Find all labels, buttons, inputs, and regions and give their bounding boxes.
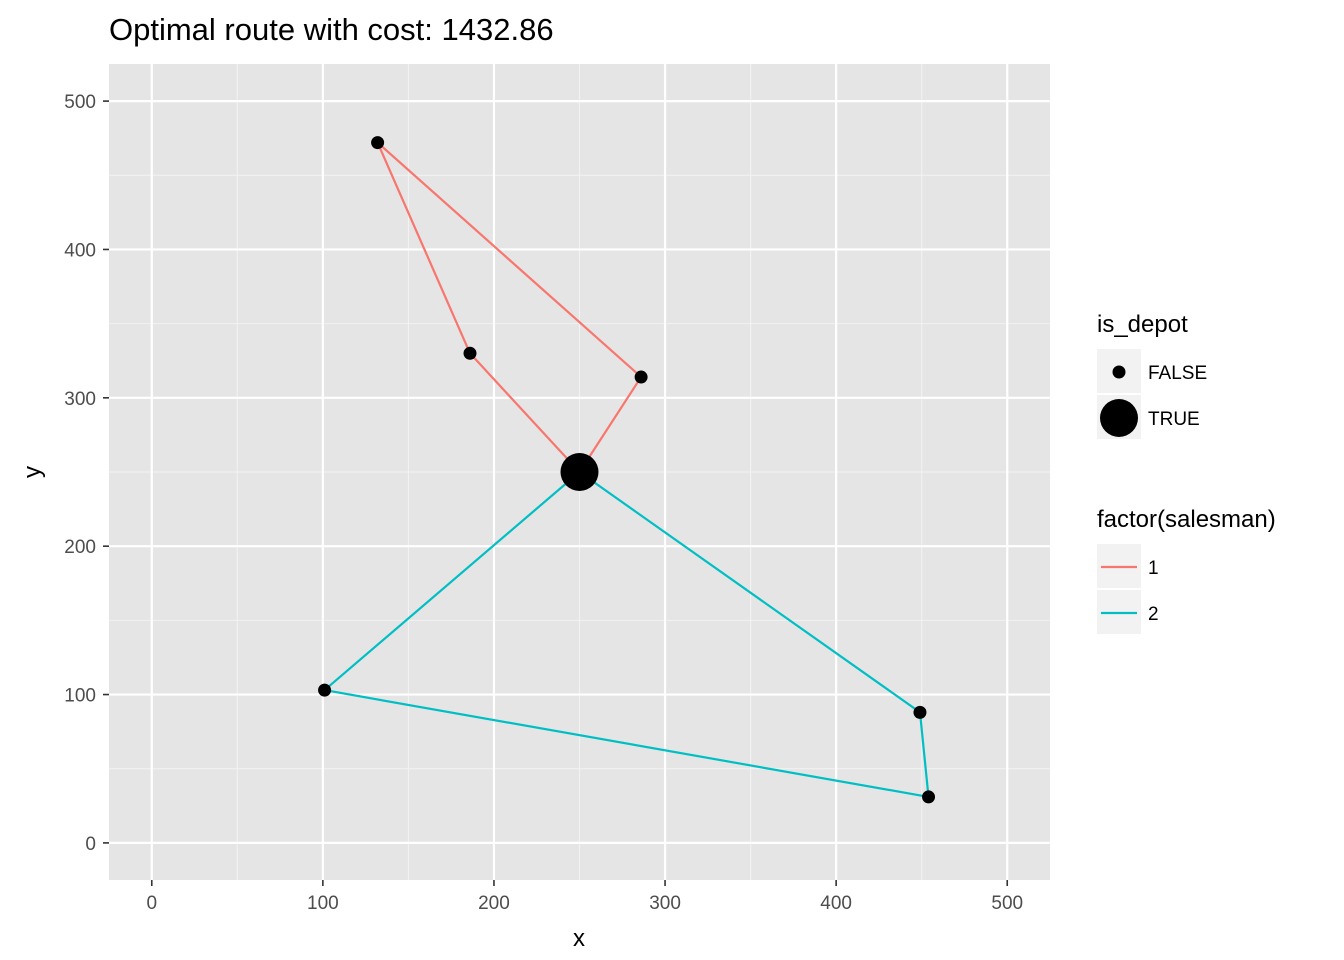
legend-label: 2 bbox=[1148, 604, 1159, 625]
legend-title: is_depot bbox=[1097, 311, 1188, 338]
customer-point bbox=[634, 370, 648, 384]
customer-point bbox=[318, 683, 332, 697]
major-gridlines bbox=[109, 64, 1050, 880]
y-tick-label: 500 bbox=[64, 92, 96, 113]
legend-label: 1 bbox=[1148, 558, 1159, 579]
x-axis: 0 100 200 300 400 500 bbox=[146, 880, 1023, 914]
chart-title: Optimal route with cost: 1432.86 bbox=[109, 12, 554, 47]
y-tick-label: 200 bbox=[64, 537, 96, 558]
x-axis-title: x bbox=[573, 925, 585, 952]
legend-title: factor(salesman) bbox=[1097, 506, 1276, 533]
legend-key-point-large bbox=[1100, 399, 1138, 437]
x-tick-label: 500 bbox=[991, 893, 1023, 914]
y-tick-label: 300 bbox=[64, 389, 96, 410]
x-tick-label: 300 bbox=[649, 893, 681, 914]
legends: is_depot FALSE TRUE factor(salesman) 1 2 bbox=[1097, 311, 1276, 634]
customer-point bbox=[913, 705, 927, 719]
customer-point bbox=[463, 346, 477, 360]
legend-label: TRUE bbox=[1148, 409, 1200, 430]
y-tick-label: 0 bbox=[85, 834, 96, 855]
x-tick-label: 200 bbox=[478, 893, 510, 914]
customer-point bbox=[922, 790, 936, 804]
legend-label: FALSE bbox=[1148, 363, 1207, 384]
depot-point bbox=[560, 453, 599, 491]
y-tick-label: 100 bbox=[64, 686, 96, 707]
node-points bbox=[318, 136, 936, 804]
x-tick-label: 100 bbox=[307, 893, 339, 914]
x-tick-label: 400 bbox=[820, 893, 852, 914]
x-tick-label: 0 bbox=[146, 893, 157, 914]
y-axis-title: y bbox=[19, 466, 46, 478]
legend-key-point-small bbox=[1112, 365, 1126, 379]
customer-point bbox=[371, 136, 385, 150]
y-tick-label: 400 bbox=[64, 240, 96, 261]
y-axis: 0 100 200 300 400 500 bbox=[64, 92, 109, 855]
